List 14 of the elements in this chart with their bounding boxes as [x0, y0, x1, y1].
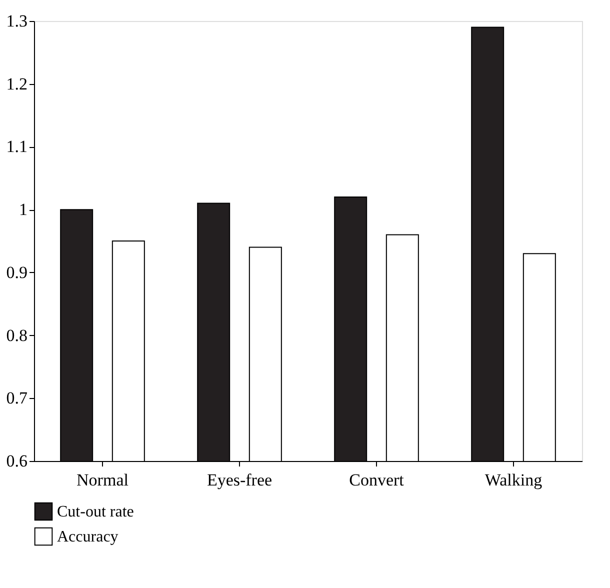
- legend-label: Accuracy: [57, 528, 118, 546]
- y-tick-label: 1.2: [6, 74, 28, 94]
- y-tick-label: 0.7: [6, 388, 28, 408]
- y-tick-label: 0.6: [6, 452, 28, 470]
- y-tick-label: 1.3: [6, 12, 28, 30]
- x-tick-label: Eyes-free: [206, 470, 272, 490]
- x-tick-label: Walking: [484, 470, 543, 490]
- y-tick-label: 1.1: [6, 137, 28, 156]
- y-tick-label: 0.9: [6, 262, 28, 282]
- y-tick-label: 0.8: [6, 326, 28, 345]
- y-tick-label: 1: [19, 200, 28, 220]
- legend-label: Cut-out rate: [57, 504, 134, 520]
- x-tick-label: Convert: [349, 470, 404, 490]
- x-tick-label: Normal: [76, 470, 129, 490]
